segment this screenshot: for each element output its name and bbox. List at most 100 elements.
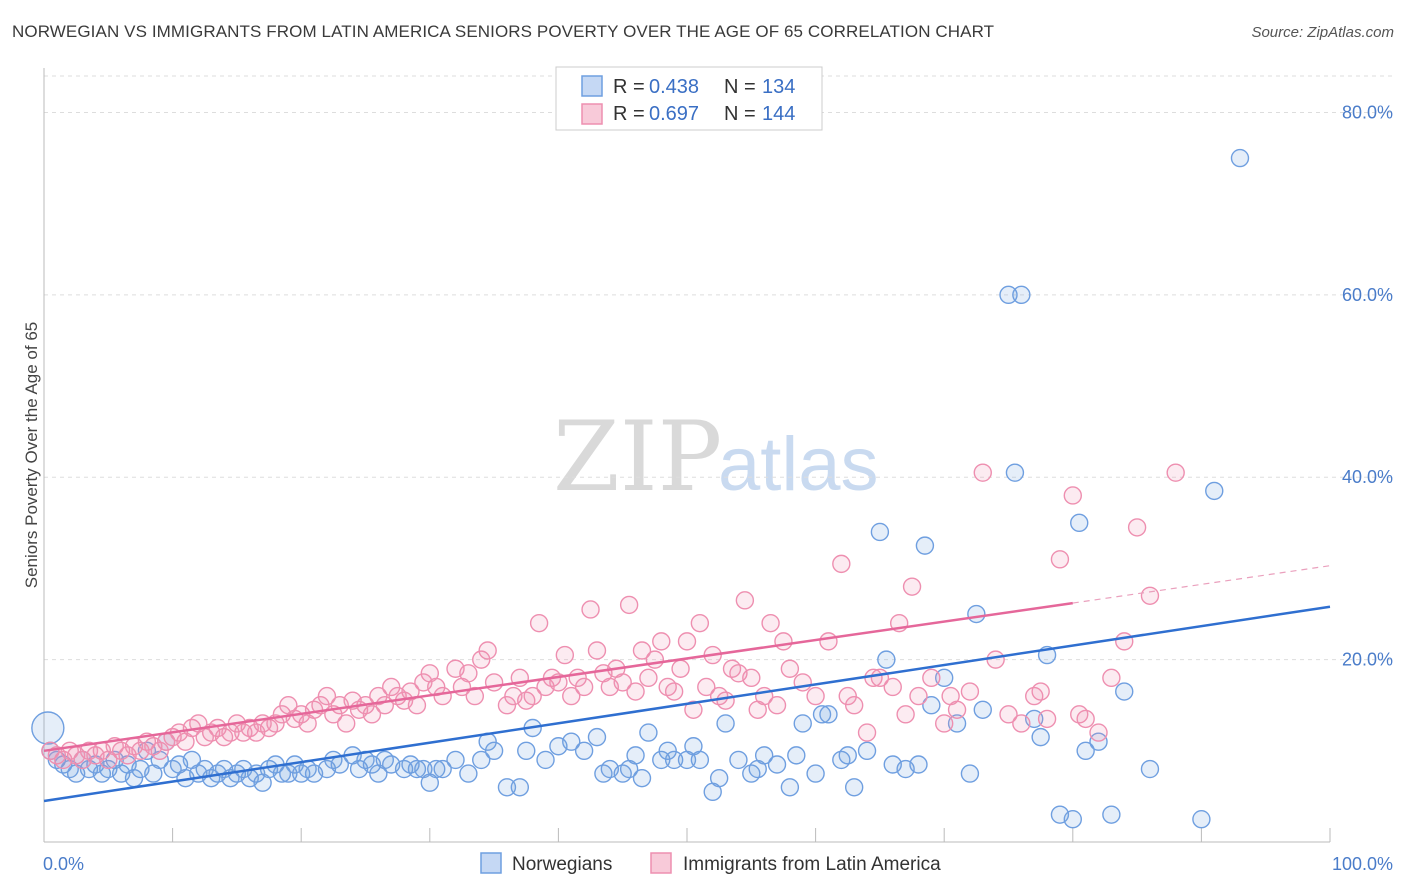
data-point [1115, 632, 1134, 651]
data-point [947, 714, 967, 733]
x-ticks [43, 828, 1331, 842]
data-point [844, 696, 864, 715]
legend-r-label-1: R = [613, 103, 645, 125]
data-point [690, 750, 710, 770]
data-point [652, 750, 671, 770]
series-legend: Norwegians Immigrants from Latin America [480, 852, 941, 875]
data-point [1089, 723, 1108, 742]
legend-r-value-0: 0.438 [649, 76, 699, 98]
data-point [433, 759, 452, 779]
data-point [484, 741, 504, 761]
data-point [652, 632, 671, 651]
data-point [819, 705, 838, 724]
data-point [1012, 285, 1031, 305]
data-point [787, 746, 806, 765]
data-point [767, 755, 787, 774]
data-point [484, 673, 504, 692]
data-point [658, 741, 677, 761]
series-immigrants-latin-america [41, 463, 1185, 770]
data-point [497, 778, 517, 797]
data-point [626, 682, 645, 701]
data-point [947, 700, 967, 719]
y-axis-label: Seniors Poverty Over the Age of 65 [22, 322, 41, 588]
data-point [362, 705, 382, 724]
data-point [883, 677, 902, 697]
data-point [472, 750, 491, 770]
data-point [986, 650, 1005, 669]
data-point [909, 686, 928, 706]
data-point [587, 727, 607, 747]
data-point [478, 641, 497, 660]
data-point [960, 682, 980, 701]
legend-swatch-norwegians [581, 75, 603, 97]
legend-r-value-1: 0.697 [649, 103, 699, 125]
data-point [587, 641, 607, 660]
data-point [709, 768, 729, 788]
data-point [812, 705, 832, 724]
data-point [1050, 550, 1070, 569]
data-point [806, 764, 825, 783]
legend-r-label-0: R = [613, 76, 645, 98]
data-point [1140, 759, 1160, 779]
data-point [664, 750, 684, 770]
data-point [632, 768, 652, 788]
data-point [973, 700, 992, 719]
data-point [677, 632, 697, 651]
data-point [1031, 682, 1050, 701]
data-point [1037, 709, 1057, 729]
data-point [337, 714, 356, 733]
data-point [915, 536, 935, 555]
data-point [536, 750, 555, 770]
data-point [1102, 805, 1121, 824]
data-point [935, 714, 954, 733]
data-point [562, 686, 581, 706]
data-point [684, 700, 703, 719]
data-point [369, 686, 388, 706]
data-point [529, 613, 549, 633]
data-point [761, 613, 780, 633]
data-point [999, 705, 1018, 724]
data-point [922, 668, 941, 688]
data-point [472, 650, 491, 669]
stats-legend: R = 0.438 N = 134 R = 0.697 N = 144 [555, 66, 823, 131]
bottom-legend-label-norwegians: Norwegians [512, 854, 612, 875]
data-point [510, 778, 530, 797]
data-point [150, 741, 169, 761]
bottom-legend-swatch-norwegians [480, 852, 502, 874]
y-tick-label: 40.0% [1342, 467, 1393, 487]
data-point [1063, 486, 1083, 505]
data-point [935, 668, 954, 688]
data-point [497, 696, 517, 715]
data-point [690, 613, 710, 633]
data-point [1115, 682, 1134, 701]
source-credit: Source: ZipAtlas.com [1251, 24, 1394, 41]
data-point [819, 632, 838, 651]
data-point [1140, 586, 1160, 605]
data-point [967, 604, 986, 624]
data-point [671, 659, 690, 678]
data-point [1166, 463, 1185, 482]
data-point [838, 686, 857, 706]
bottom-legend-swatch-immigrants [650, 852, 672, 874]
data-point [626, 746, 645, 765]
data-point [1230, 148, 1250, 168]
trend-lines [43, 565, 1331, 803]
data-point [838, 746, 857, 765]
trend-line-norwegians [43, 605, 1331, 803]
data-point [1031, 727, 1050, 747]
data-point [1076, 741, 1095, 761]
data-point [767, 696, 787, 715]
data-point [922, 696, 941, 715]
data-point [793, 714, 812, 733]
legend-n-label-1: N = [724, 103, 756, 125]
data-point [716, 714, 735, 733]
data-point [844, 778, 864, 797]
data-point [806, 686, 825, 706]
x-tick-label-max: 100.0% [1332, 854, 1393, 874]
data-point [857, 723, 877, 742]
data-point [1076, 709, 1095, 729]
data-point [317, 686, 337, 706]
bottom-legend-label-immigrants: Immigrants from Latin America [683, 854, 941, 875]
data-point [613, 673, 632, 692]
